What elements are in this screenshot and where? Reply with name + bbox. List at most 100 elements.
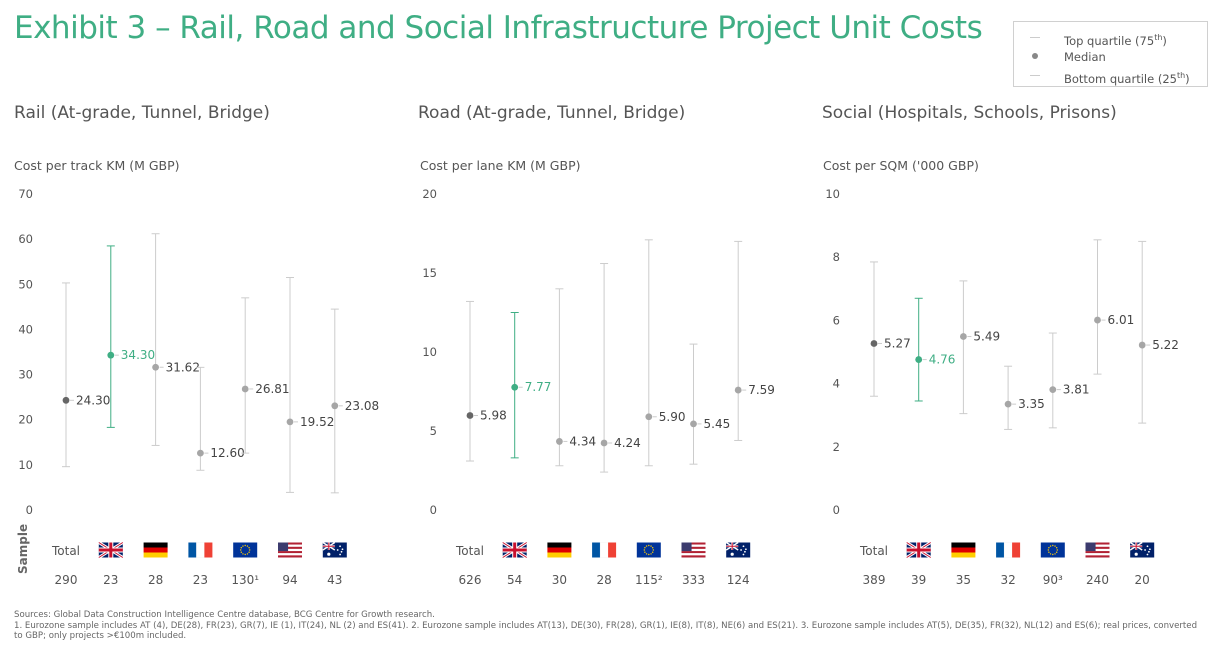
total-label: Total: [51, 544, 80, 558]
median-value-label: 7.77: [525, 380, 552, 394]
median-point: [331, 402, 339, 410]
legend-bottom-close: ): [1185, 71, 1190, 86]
median-point: [645, 413, 653, 421]
median-point: [1049, 386, 1057, 394]
total-label: Total: [455, 544, 484, 558]
median-point: [241, 385, 249, 393]
y-tick-label: 5: [430, 424, 437, 438]
median-value-label: 24.30: [76, 393, 110, 407]
y-tick-label: 0: [430, 503, 437, 517]
sample-count: 626: [459, 573, 482, 587]
y-tick-label: 10: [422, 345, 437, 359]
rail-section-title: Rail (At-grade, Tunnel, Bridge): [14, 103, 270, 123]
y-tick-label: 20: [422, 187, 437, 201]
france-flag-icon: [996, 542, 1021, 558]
charts-canvas: 01020304050607024.30Total29034.302331.62…: [18, 187, 1179, 587]
page-title: Exhibit 3 – Rail, Road and Social Infras…: [14, 10, 983, 46]
median-value-label: 5.49: [973, 330, 1000, 344]
sample-count: 389: [863, 573, 886, 587]
social-axis-label: Cost per SQM ('000 GBP): [823, 158, 979, 173]
y-tick-label: 4: [833, 377, 840, 391]
median-value-label: 34.30: [121, 348, 155, 362]
total-label: Total: [859, 544, 888, 558]
eu-flag-icon: [636, 542, 661, 558]
sample-count: 90³: [1043, 573, 1063, 587]
median-point: [690, 420, 697, 428]
germany-flag-icon: [951, 542, 976, 558]
australia-flag-icon: [322, 541, 347, 558]
median-point: [197, 449, 204, 457]
legend-top-close: ): [1162, 33, 1167, 48]
legend-bottom-quartile: Bottom quartile (25th): [1014, 67, 1207, 86]
sample-count: 333: [682, 573, 705, 587]
top-quartile-line-icon: [1030, 37, 1040, 38]
sample-count: 39: [911, 573, 926, 587]
usa-flag-icon: [1085, 542, 1110, 558]
social-section-title: Social (Hospitals, Schools, Prisons): [822, 103, 1117, 123]
sample-count: 94: [282, 573, 297, 587]
france-flag-icon: [592, 542, 617, 558]
median-value-label: 5.45: [704, 417, 731, 431]
median-value-label: 7.59: [748, 383, 775, 397]
eu-flag-icon: [233, 542, 258, 558]
legend-median-label: Median: [1064, 50, 1106, 64]
legend-median: Median: [1014, 48, 1207, 66]
median-point: [1004, 400, 1012, 408]
median-point: [286, 418, 294, 426]
y-tick-label: 30: [18, 368, 33, 382]
median-point: [960, 333, 967, 340]
sample-count: 28: [148, 573, 163, 587]
uk-flag-icon: [905, 541, 932, 559]
legend-bottom-label: Bottom quartile (25: [1064, 71, 1177, 86]
median-dot-icon: [1032, 53, 1038, 59]
rail-axis-label: Cost per track KM (M GBP): [14, 158, 180, 173]
y-tick-label: 2: [833, 440, 840, 454]
uk-flag-icon: [501, 541, 528, 559]
sample-count: 130¹: [231, 573, 259, 587]
usa-flag-icon: [278, 542, 302, 558]
sample-count: 28: [596, 573, 611, 587]
uk-flag-icon: [98, 541, 124, 559]
median-value-label: 5.27: [884, 336, 911, 350]
sample-count: 290: [55, 573, 78, 587]
median-value-label: 3.35: [1018, 397, 1045, 411]
median-point: [600, 439, 608, 447]
median-point: [870, 340, 878, 347]
median-value-label: 4.76: [929, 353, 956, 367]
median-point: [107, 351, 115, 359]
germany-flag-icon: [547, 542, 572, 558]
median-point: [152, 363, 160, 371]
legend-top-quartile: Top quartile (75th): [1014, 29, 1207, 48]
y-tick-label: 70: [18, 187, 33, 201]
sample-count: 23: [193, 573, 208, 587]
france-flag-icon: [188, 542, 213, 558]
y-tick-label: 50: [18, 277, 33, 291]
median-value-label: 31.62: [166, 360, 200, 374]
median-value-label: 3.81: [1063, 383, 1090, 397]
footnote: Sources: Global Data Construction Intell…: [14, 610, 1204, 642]
y-tick-label: 15: [422, 266, 437, 280]
median-point: [1094, 316, 1101, 324]
sample-count: 32: [1000, 573, 1015, 587]
footnote-sources: Sources: Global Data Construction Intell…: [14, 610, 435, 620]
footnote-notes: 1. Eurozone sample includes AT (4), DE(2…: [14, 620, 1198, 642]
median-point: [915, 356, 923, 363]
y-tick-label: 8: [833, 250, 840, 264]
median-value-label: 5.98: [480, 409, 507, 423]
eu-flag-icon: [1040, 542, 1065, 558]
median-value-label: 5.90: [659, 410, 686, 424]
median-value-label: 6.01: [1108, 313, 1135, 327]
road-axis-label: Cost per lane KM (M GBP): [420, 158, 581, 173]
australia-flag-icon: [725, 541, 751, 558]
median-point: [556, 438, 563, 445]
germany-flag-icon: [143, 542, 168, 558]
y-tick-label: 60: [18, 232, 33, 246]
sample-count: 23: [103, 573, 118, 587]
sample-count: 30: [552, 573, 567, 587]
y-tick-label: 0: [833, 503, 840, 517]
median-value-label: 12.60: [210, 446, 244, 460]
sample-count: 124: [727, 573, 750, 587]
median-value-label: 4.24: [614, 436, 641, 450]
median-value-label: 26.81: [255, 382, 289, 396]
sample-count: 43: [327, 573, 342, 587]
